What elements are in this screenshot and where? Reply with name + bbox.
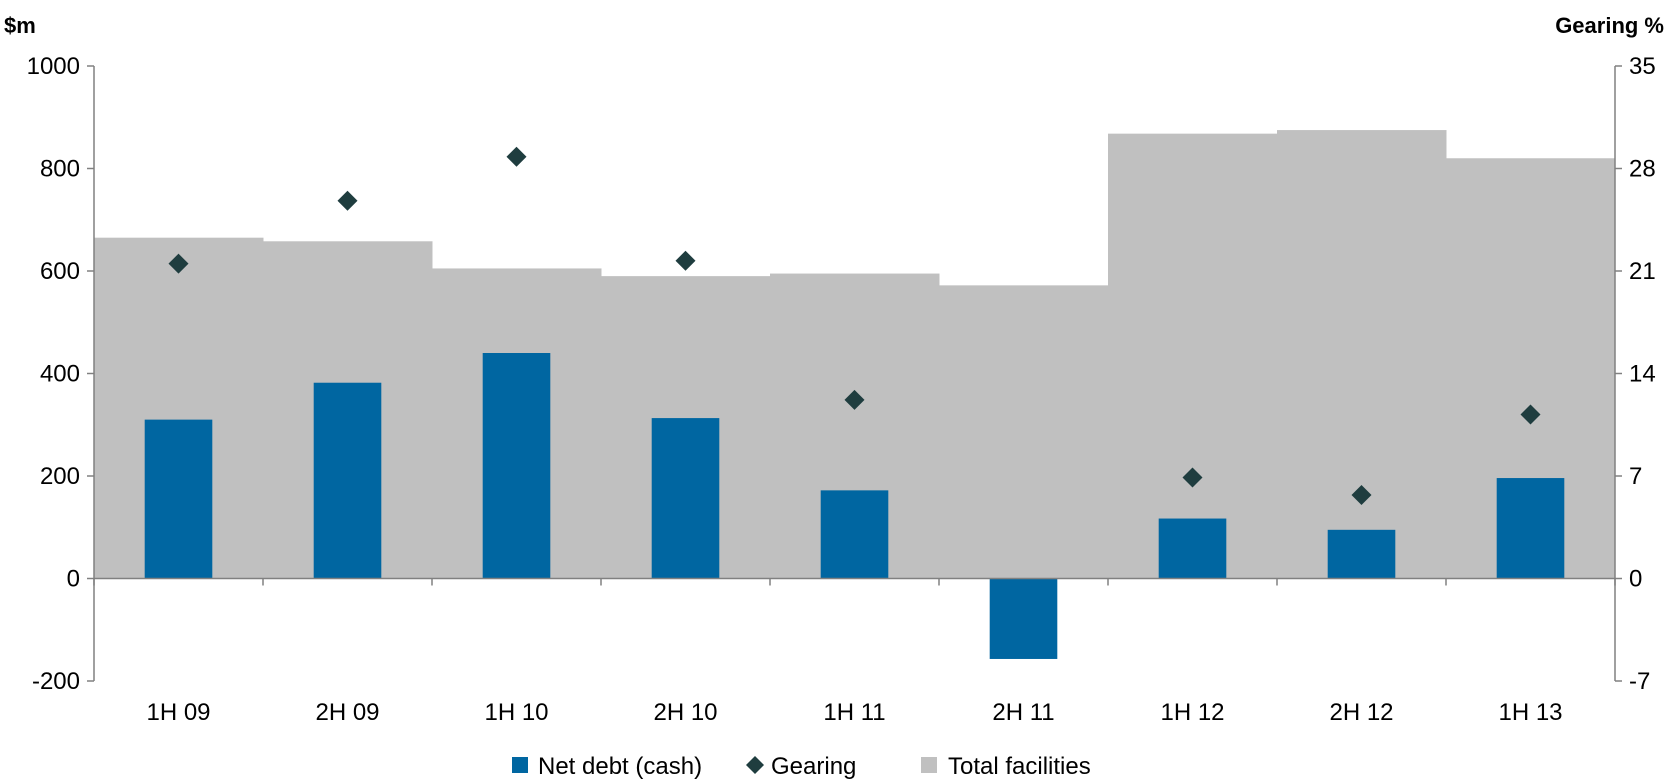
total-facilities-step-2h-12: [1277, 130, 1447, 579]
x-tick-label-2h-12: 2H 12: [1329, 699, 1393, 726]
legend-swatch-gearing: [746, 756, 764, 774]
x-tick-label-1h-13: 1H 13: [1498, 699, 1562, 726]
net-debt-bar-2h-09: [313, 382, 382, 579]
legend: Net debt (cash) Gearing Total facilities: [512, 753, 1091, 779]
left-tick-label: 400: [40, 361, 80, 388]
total-facilities-step-2h-11: [939, 285, 1109, 579]
net-debt-bar-2h-10: [651, 418, 720, 579]
x-tick-label-2h-11: 2H 11: [992, 699, 1054, 726]
right-axis-title: Gearing %: [1555, 13, 1664, 38]
legend-swatch-total-facilities: [921, 757, 937, 773]
left-tick-label: 800: [40, 156, 80, 183]
gearing-marker-2h-12: [1351, 485, 1372, 506]
x-tick-label-1h-10: 1H 10: [484, 699, 548, 726]
net-debt-bar-1h-09: [144, 419, 213, 579]
net-debt-bar-2h-11: [989, 578, 1058, 659]
net-debt-bars-layer: [144, 353, 1565, 659]
net-debt-bar-2h-12: [1327, 529, 1396, 579]
x-tick-label-1h-11: 1H 11: [823, 699, 885, 726]
total-facilities-step-1h-12: [1108, 133, 1278, 579]
net-debt-bar-1h-11: [820, 490, 889, 579]
gearing-marker-1h-10: [506, 146, 527, 167]
left-tick-label: 1000: [27, 53, 80, 80]
gearing-marker-1h-09: [168, 253, 189, 274]
legend-swatch-net-debt-cash: [512, 757, 528, 773]
left-tick-label: 200: [40, 463, 80, 490]
gearing-markers-layer: [168, 146, 1541, 506]
gearing-marker-2h-10: [675, 250, 696, 271]
net-debt-bar-1h-13: [1496, 478, 1565, 579]
net-debt-bar-1h-10: [482, 353, 551, 579]
gearing-marker-1h-13: [1520, 404, 1541, 425]
right-tick-label: 0: [1629, 566, 1642, 593]
x-tick-label-1h-12: 1H 12: [1160, 699, 1224, 726]
gearing-marker-1h-12: [1182, 467, 1203, 488]
x-tick-label-1h-09: 1H 09: [146, 699, 210, 726]
legend-label-total-facilities: Total facilities: [948, 753, 1091, 779]
left-tick-label: 0: [67, 566, 80, 593]
gearing-marker-2h-09: [337, 190, 358, 211]
legend-label-gearing: Gearing: [771, 753, 856, 779]
right-tick-label: 14: [1629, 361, 1656, 388]
x-tick-label-2h-10: 2H 10: [653, 699, 717, 726]
right-tick-label: -7: [1629, 668, 1650, 695]
left-axis-title: $m: [4, 13, 36, 38]
axes-layer: 1000 800 600 400 200 0 -200 35 28 21 14 7 0 -7 1H 09 2H…: [27, 53, 1656, 726]
net-debt-bar-1h-12: [1158, 518, 1227, 579]
gearing-marker-1h-11: [844, 389, 865, 410]
x-tick-label-2h-09: 2H 09: [315, 699, 379, 726]
left-tick-label: -200: [32, 668, 80, 695]
legend-label-net-debt-cash: Net debt (cash): [538, 753, 702, 779]
right-tick-label: 28: [1629, 156, 1656, 183]
left-tick-label: 600: [40, 258, 80, 285]
right-tick-label: 21: [1629, 258, 1656, 285]
right-tick-label: 35: [1629, 53, 1656, 80]
right-tick-label: 7: [1629, 463, 1642, 490]
